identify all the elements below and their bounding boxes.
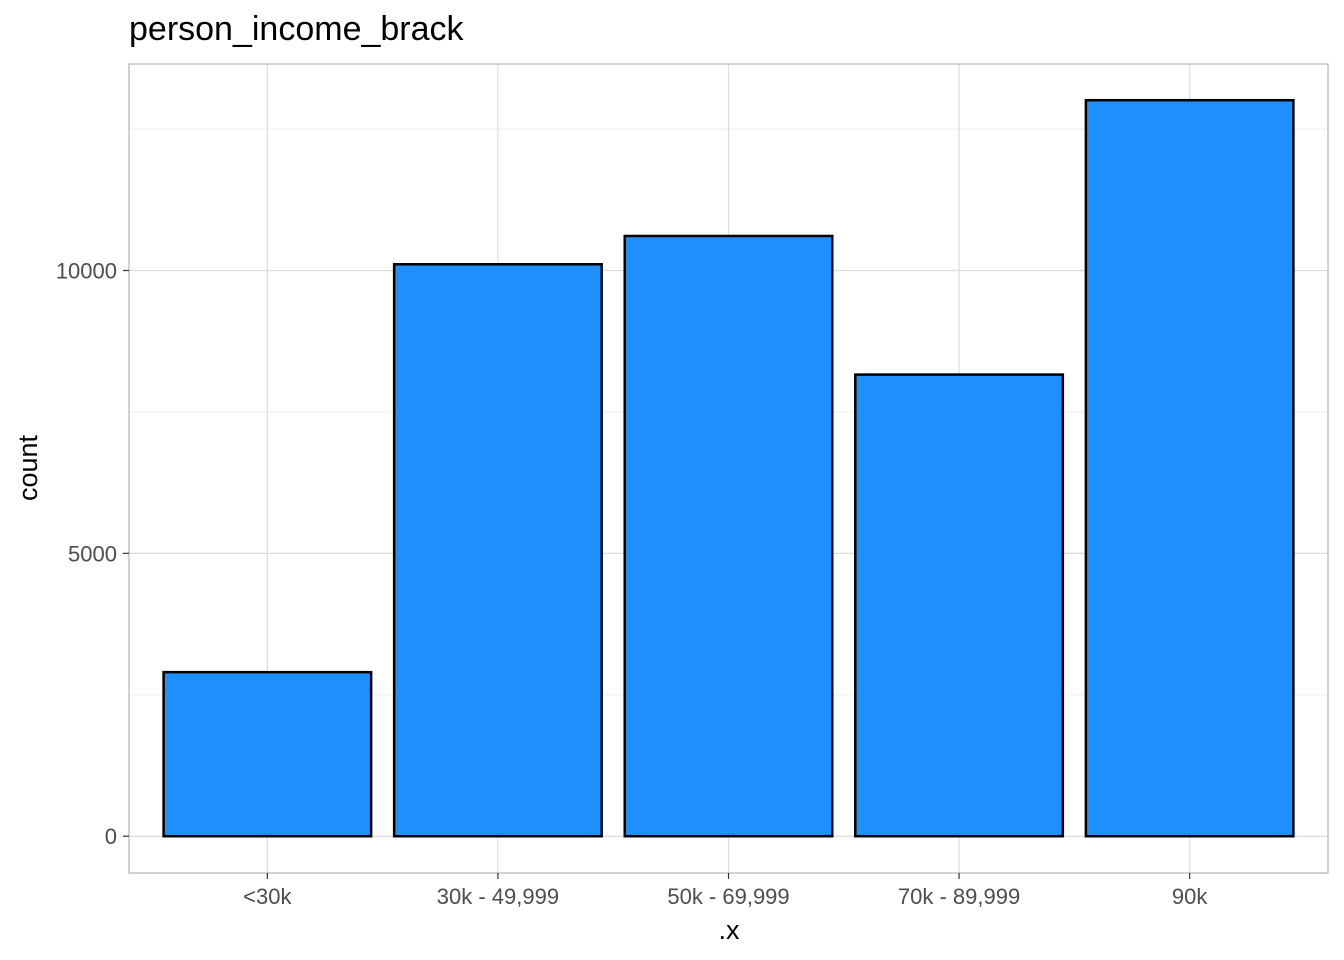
bar (162, 670, 373, 838)
bar (854, 373, 1065, 838)
bar (1084, 98, 1295, 838)
x-tick-label: 90k (1172, 884, 1208, 909)
x-tick-label: 70k - 89,999 (898, 884, 1020, 909)
y-tick-label: 10000 (56, 258, 117, 283)
y-tick-label: 5000 (68, 541, 117, 566)
bar (623, 234, 834, 838)
y-tick-label: 0 (105, 824, 117, 849)
y-axis-ticks: 0 5000 10000 (56, 258, 129, 849)
bars (162, 98, 1295, 838)
x-axis-ticks: <30k 30k - 49,999 50k - 69,999 70k - 89,999… (243, 873, 1208, 909)
x-tick-label: 50k - 69,999 (667, 884, 789, 909)
x-tick-label: 30k - 49,999 (437, 884, 559, 909)
bar (392, 263, 603, 838)
y-axis-title: count (13, 434, 43, 501)
x-axis-title: .x (718, 915, 740, 945)
x-tick-label: <30k (243, 884, 292, 909)
chart-title: person_income_brack (129, 10, 465, 48)
